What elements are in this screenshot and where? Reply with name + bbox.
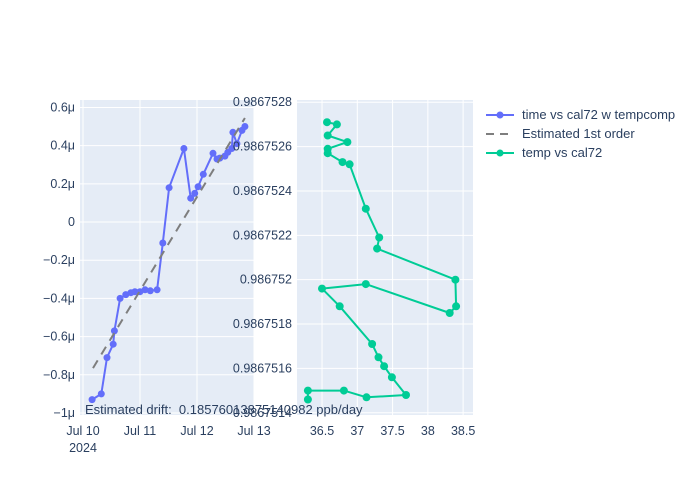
data-point: [116, 294, 124, 302]
data-point: [318, 284, 326, 293]
data-point: [343, 138, 352, 147]
y-tick-label: 0.9867526: [233, 140, 292, 154]
x-tick-label: Jul 10: [66, 424, 99, 438]
y-tick-label: 0.9867528: [233, 95, 292, 109]
y-tick-label: 0.9867522: [233, 228, 292, 242]
y-tick-label: 0.4μ: [50, 139, 75, 153]
data-point: [323, 149, 332, 158]
data-point: [88, 396, 96, 404]
data-point: [199, 170, 207, 178]
data-point: [103, 354, 111, 362]
data-point: [380, 362, 389, 371]
y-tick-label: 0.9867518: [233, 317, 292, 331]
legend-marker-dot: [496, 149, 504, 156]
y-tick-label: 0.9867514: [233, 406, 292, 420]
data-point: [233, 140, 241, 148]
legend-item-temp-vs-cal72[interactable]: temp vs cal72: [484, 143, 675, 162]
data-point: [345, 160, 354, 169]
data-point: [374, 353, 383, 362]
x-tick-label: 37: [350, 424, 364, 438]
legend-label: time vs cal72 w tempcomp: [522, 107, 676, 122]
data-point: [303, 386, 312, 395]
x-tick-label: 36.5: [310, 424, 334, 438]
x-tick-label: 37.5: [380, 424, 404, 438]
data-point: [153, 286, 161, 294]
data-point: [180, 145, 188, 152]
data-point: [402, 391, 410, 399]
data-point: [373, 244, 382, 253]
temp-vs-cal72-subplot[interactable]: 36.5 37 37.5 38 38.5 0.9867528 0.9867526 0.9867…: [233, 95, 475, 438]
line-marker-sample-icon: [486, 111, 514, 118]
line-marker-sample-icon: [486, 149, 514, 156]
data-point: [445, 309, 454, 317]
legend: time vs cal72 w tempcomp Estimated 1st o…: [484, 105, 675, 162]
x-tick-label: Jul 12: [180, 424, 213, 438]
y-tick-label: −0.2μ: [43, 253, 75, 267]
time-vs-cal72-subplot[interactable]: Jul 10 2024 Jul 11 Jul 12 Jul 13 0.6μ 0.4μ 0.2μ…: [43, 100, 271, 455]
x-tick-label: 38.5: [451, 424, 475, 438]
data-point: [368, 340, 377, 348]
data-point: [362, 393, 371, 402]
legend-label: Estimated 1st order: [522, 126, 635, 141]
legend-label: temp vs cal72: [522, 145, 603, 160]
data-point: [375, 233, 384, 242]
y-tick-label: 0.6μ: [50, 100, 75, 114]
y-tick-label: −1μ: [54, 406, 75, 420]
data-point: [323, 131, 332, 140]
data-point: [241, 123, 249, 130]
series-time-vs-cal72-w-tempcomp-markers: [88, 123, 249, 404]
y-tick-label: −0.4μ: [43, 291, 75, 305]
y-tick-label: 0: [68, 215, 75, 229]
data-point: [361, 280, 370, 289]
data-point: [451, 275, 460, 284]
data-point: [131, 288, 139, 296]
x-tick-label: 38: [421, 424, 435, 438]
series-estimated-1st-order-line: [92, 117, 246, 369]
legend-item-estimated-1st-order[interactable]: Estimated 1st order: [484, 124, 675, 143]
x-tick-label: Jul 11: [124, 424, 156, 438]
data-point: [339, 386, 348, 395]
data-point: [194, 183, 202, 191]
data-point: [228, 145, 236, 152]
dashed-line-sample-icon: [486, 132, 514, 135]
x-tick-sublabel: 2024: [69, 441, 97, 455]
data-point: [165, 184, 173, 192]
series-temp-vs-cal72-markers: [303, 118, 461, 404]
x-tick-label: Jul 13: [237, 424, 270, 438]
legend-marker-dot: [496, 111, 504, 118]
y-tick-label: 0.2μ: [50, 177, 75, 191]
data-point: [332, 120, 341, 129]
data-point: [209, 149, 217, 157]
data-point: [452, 302, 461, 311]
y-tick-label: −0.8μ: [43, 368, 75, 382]
data-point: [97, 390, 105, 398]
y-tick-label: 0.986752: [240, 273, 292, 287]
data-point: [338, 158, 347, 167]
estimated-drift-annotation: Estimated drift: 0.18576013875140982 ppb…: [85, 402, 363, 417]
data-point: [303, 395, 312, 404]
y-tick-label: 0.9867516: [233, 361, 292, 375]
data-point: [323, 118, 331, 127]
data-point: [110, 327, 118, 335]
y-tick-label: −0.6μ: [43, 330, 75, 344]
data-point: [187, 194, 195, 202]
data-point: [159, 239, 167, 247]
legend-item-time-vs-cal72-w-tempcomp[interactable]: time vs cal72 w tempcomp: [484, 105, 675, 124]
data-point: [387, 373, 396, 382]
data-point: [141, 286, 149, 294]
data-point: [109, 340, 117, 348]
y-tick-label: 0.9867524: [233, 184, 292, 198]
data-point: [191, 189, 199, 197]
data-point: [335, 302, 344, 311]
data-point: [146, 287, 154, 295]
data-point: [361, 204, 370, 213]
